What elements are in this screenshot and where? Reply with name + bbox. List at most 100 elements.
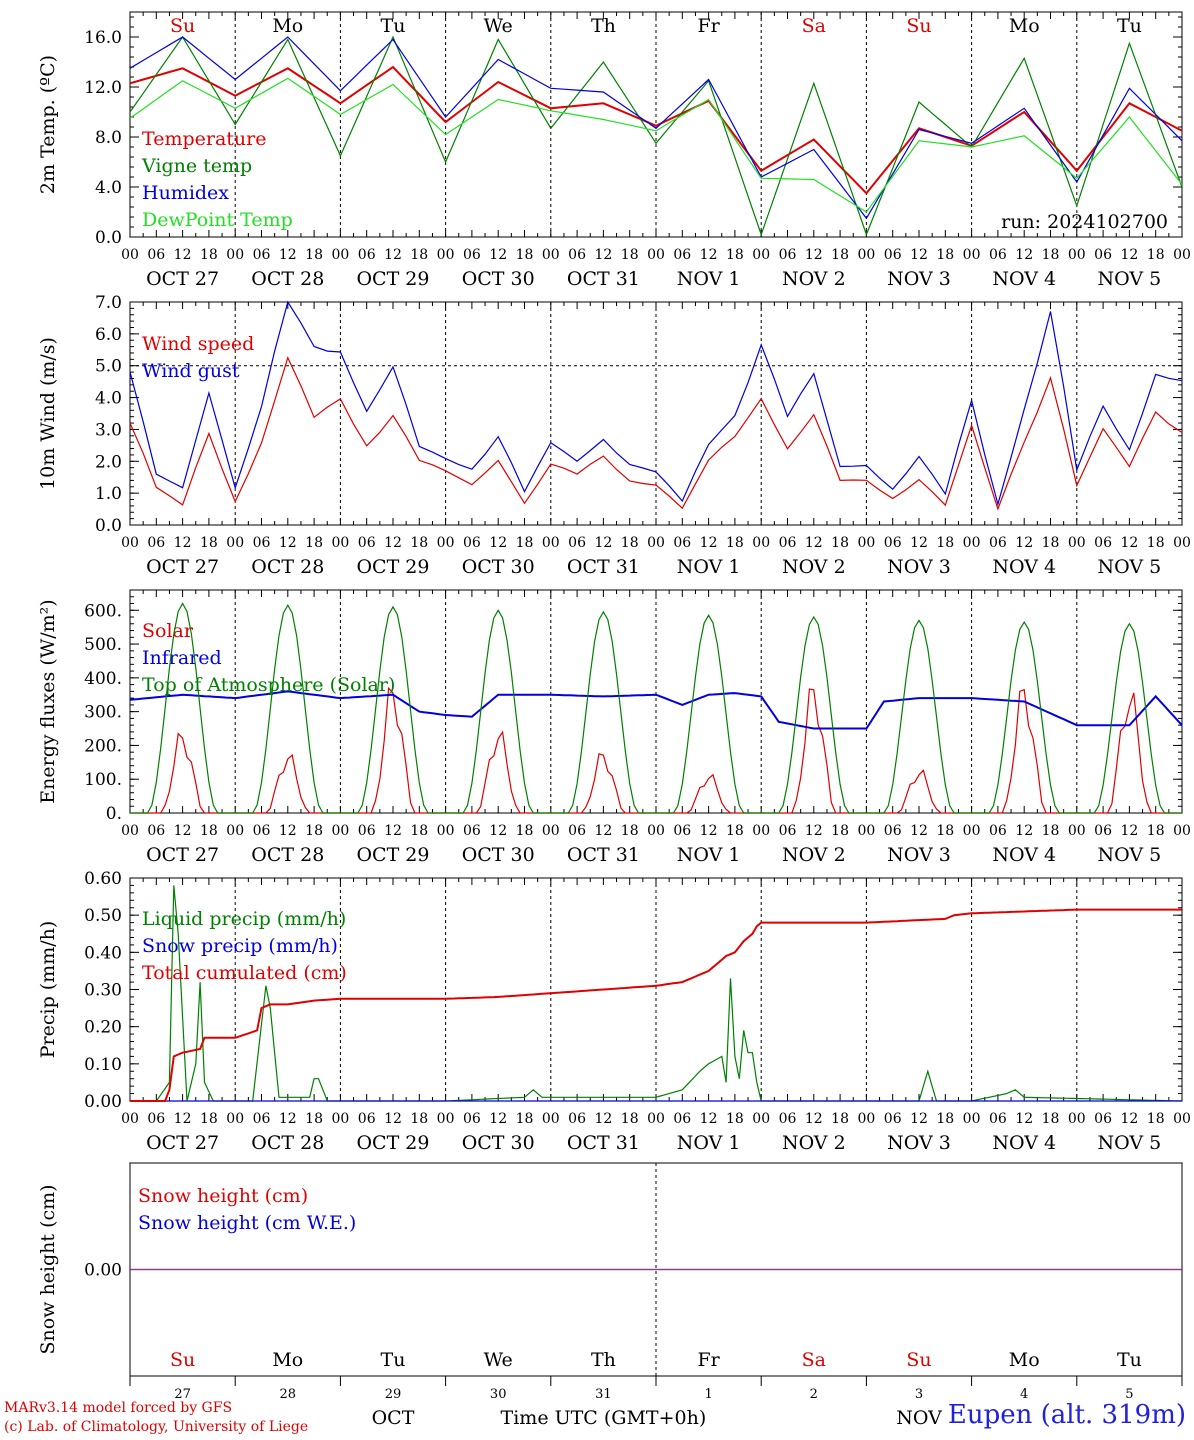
day-number-label: 1 (704, 1387, 712, 1402)
day-number-label: 2 (810, 1387, 818, 1402)
day-number-label: 3 (915, 1387, 923, 1402)
y-axis-label: 10m Wind (m/s) (37, 337, 59, 490)
hour-tick-label: 06 (1094, 247, 1112, 263)
hour-tick-label: 06 (568, 247, 586, 263)
hour-tick-label: 06 (989, 823, 1007, 839)
y-tick-label: 7.0 (95, 293, 122, 313)
y-tick-label: 4.0 (95, 389, 122, 409)
hour-tick-label: 06 (147, 535, 165, 551)
station-label: Eupen (alt. 319m) (947, 1400, 1186, 1430)
hour-tick-label: 12 (1120, 535, 1138, 551)
hour-tick-label: 18 (516, 535, 534, 551)
hour-tick-label: 12 (279, 535, 297, 551)
date-label: NOV 5 (1098, 844, 1162, 866)
day-number-label: 5 (1125, 1387, 1133, 1402)
hour-tick-label: 00 (1173, 823, 1191, 839)
hour-tick-label: 00 (752, 823, 770, 839)
hour-tick-label: 12 (594, 247, 612, 263)
hour-tick-label: 06 (779, 1111, 797, 1127)
hour-tick-label: 00 (542, 535, 560, 551)
hour-tick-label: 00 (226, 535, 244, 551)
weekday-label: Mo (1009, 1349, 1040, 1371)
hour-tick-label: 06 (253, 247, 271, 263)
hour-tick-label: 06 (568, 823, 586, 839)
legend-vigne-temp: Vigne temp (141, 155, 252, 177)
legend-humidex: Humidex (142, 182, 229, 204)
date-label: OCT 30 (462, 1132, 535, 1154)
hour-tick-label: 06 (463, 535, 481, 551)
hour-tick-label: 18 (1147, 247, 1165, 263)
hour-tick-label: 00 (1068, 1111, 1086, 1127)
date-label: NOV 5 (1098, 556, 1162, 578)
y-tick-label: 2.0 (95, 452, 122, 472)
series-line-dewpoint-temp (129, 77, 1183, 213)
date-label: NOV 2 (782, 268, 846, 290)
y-tick-label: 4.0 (95, 178, 122, 198)
hour-tick-label: 06 (463, 823, 481, 839)
date-label: NOV 2 (782, 844, 846, 866)
y-axis-label: Precip (mm/h) (37, 921, 59, 1059)
date-label: OCT 29 (356, 844, 429, 866)
hour-tick-label: 18 (516, 823, 534, 839)
hour-tick-label: 00 (963, 247, 981, 263)
date-label: NOV 1 (677, 1132, 741, 1154)
date-label: OCT 30 (462, 268, 535, 290)
hour-tick-label: 00 (647, 535, 665, 551)
legend-top-of-atmosphere-solar: Top of Atmosphere (Solar) (142, 674, 395, 696)
date-label: NOV 3 (887, 844, 951, 866)
legend-wind-gust: Wind gust (142, 360, 240, 382)
legend-snow-height-cm: Snow height (cm) (138, 1185, 308, 1207)
y-tick-label: 0.00 (84, 1092, 122, 1112)
hour-tick-label: 12 (489, 535, 507, 551)
hour-tick-label: 00 (1173, 1111, 1191, 1127)
y-tick-label: 0.10 (84, 1055, 122, 1075)
hour-tick-label: 12 (1015, 823, 1033, 839)
hour-tick-label: 12 (910, 535, 928, 551)
hour-tick-label: 06 (147, 247, 165, 263)
y-tick-label: 6.0 (95, 325, 122, 345)
hour-tick-label: 00 (437, 823, 455, 839)
hour-tick-label: 12 (1015, 535, 1033, 551)
hour-tick-label: 18 (621, 1111, 639, 1127)
hour-tick-label: 18 (936, 1111, 954, 1127)
y-tick-label: 0.0 (95, 228, 122, 248)
hour-tick-label: 18 (516, 247, 534, 263)
date-label: OCT 29 (356, 268, 429, 290)
legend-snow-height-cm-w-e: Snow height (cm W.E.) (138, 1212, 356, 1234)
series-line-top-of-atmosphere-solar (130, 602, 1182, 814)
hour-tick-label: 18 (831, 535, 849, 551)
hour-tick-label: 00 (752, 247, 770, 263)
hour-tick-label: 00 (542, 823, 560, 839)
hour-tick-label: 18 (1147, 1111, 1165, 1127)
hour-tick-label: 18 (621, 823, 639, 839)
hour-tick-label: 12 (594, 535, 612, 551)
hour-tick-label: 06 (147, 1111, 165, 1127)
hour-tick-label: 00 (647, 247, 665, 263)
hour-tick-label: 18 (410, 823, 428, 839)
hour-tick-label: 12 (174, 247, 192, 263)
hour-tick-label: 00 (121, 1111, 139, 1127)
weekday-label: Su (170, 15, 195, 37)
hour-tick-label: 00 (331, 1111, 349, 1127)
hour-tick-label: 12 (910, 823, 928, 839)
weekday-label: Su (906, 1349, 931, 1371)
date-label: OCT 27 (146, 1132, 219, 1154)
date-label: NOV 4 (992, 268, 1056, 290)
hour-tick-label: 06 (989, 1111, 1007, 1127)
hour-tick-label: 18 (200, 823, 218, 839)
y-tick-label: 600. (84, 601, 122, 621)
hour-tick-label: 06 (673, 1111, 691, 1127)
hour-tick-label: 00 (1068, 823, 1086, 839)
hour-tick-label: 00 (121, 535, 139, 551)
hour-tick-label: 06 (253, 823, 271, 839)
y-axis-label: 2m Temp. (ºC) (37, 55, 59, 194)
hour-tick-label: 06 (253, 1111, 271, 1127)
date-label: OCT 31 (567, 1132, 640, 1154)
hour-tick-label: 18 (726, 823, 744, 839)
date-label: OCT 28 (251, 844, 324, 866)
date-label: NOV 4 (992, 556, 1056, 578)
hour-tick-label: 18 (1042, 247, 1060, 263)
hour-tick-label: 12 (910, 247, 928, 263)
hour-tick-label: 06 (1094, 823, 1112, 839)
hour-tick-label: 18 (726, 535, 744, 551)
